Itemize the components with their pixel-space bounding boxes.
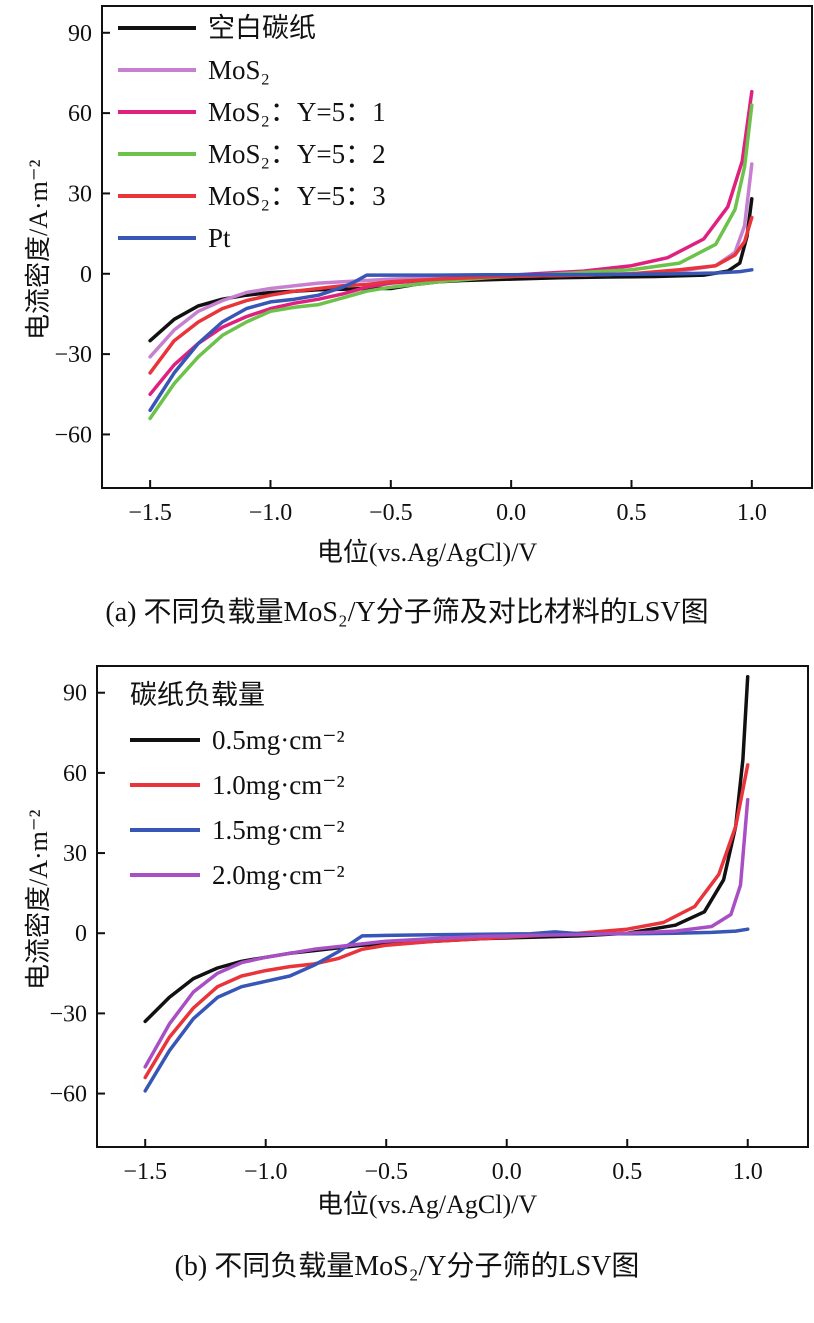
legend-label: MoS₂：Y=5：3 [208,181,386,211]
series-line-4 [143,797,750,1069]
legend-label: 2.0mg·cm⁻² [212,860,345,890]
legend-label: 0.5mg·cm⁻² [212,725,345,755]
x-tick-label: 0.5 [616,500,646,526]
lsv-chart-a: −1.5 −1.0 −0.5 0.0 0.5 1.0 90 60 30 0 −30 −60 空白碳纸 Mo… [54,5,813,526]
series-line-6 [148,268,754,413]
x-tick-label: −1.0 [249,500,293,526]
x-axis-label: 电位(vs.Ag/AgCl)/V [316,538,538,567]
legend-label: 空白碳纸 [208,13,316,43]
y-tick-label: 0 [80,262,92,288]
x-tick-label: −1.5 [128,500,172,526]
x-tick-label: −1.5 [123,1159,167,1185]
x-tick-label: −1.0 [244,1159,288,1185]
series-line-5 [148,215,754,375]
y-axis-label: 电流密度/A·m⁻² [24,809,53,990]
y-tick-label: 90 [63,681,87,707]
legend-label: 1.0mg·cm⁻² [212,770,345,800]
plot-frame [96,665,809,1148]
legend-label: 1.5mg·cm⁻² [212,815,345,845]
y-axis-label: 电流密度/A·m⁻² [24,159,53,340]
chart-panel-b: −1.5 −1.0 −0.5 0.0 0.5 1.0 90 60 30 0 −30 −60 碳纸负载量 0… [0,660,814,1323]
y-tick-label: −30 [54,342,92,368]
figure-caption: (a) 不同负载量MoS₂/Y分子筛及对比材料的LSV图 [105,597,709,628]
y-tick-label: 30 [68,181,92,207]
y-tick-label: 60 [68,101,92,127]
x-axis-label: 电位(vs.Ag/AgCl)/V [316,1190,538,1219]
plot-frame [101,5,813,489]
y-tick-label: −60 [49,1082,87,1108]
x-tick-label: −0.5 [369,500,413,526]
legend-title: 碳纸负载量 [130,680,265,710]
x-tick-label: 1.0 [737,500,767,526]
y-tick-label: −60 [54,422,92,448]
lsv-chart-b: −1.5 −1.0 −0.5 0.0 0.5 1.0 90 60 30 0 −30 −60 碳纸负载量 0… [49,665,809,1185]
y-tick-label: 90 [68,21,92,47]
y-tick-label: 30 [63,841,87,867]
series-line-4 [148,103,754,421]
x-tick-label: −0.5 [364,1159,408,1185]
legend-label: MoS₂：Y=5：2 [208,139,386,169]
y-tick-label: −30 [49,1001,87,1027]
chart-panel-a: −1.5 −1.0 −0.5 0.0 0.5 1.0 90 60 30 0 −30 −60 空白碳纸 Mo… [0,0,814,650]
series-line-2 [143,763,750,1080]
figure-caption: (b) 不同负载量MoS₂/Y分子筛的LSV图 [174,1251,640,1282]
y-tick-label: 60 [63,761,87,787]
series-line-3 [143,927,750,1093]
x-tick-label: 1.0 [733,1159,763,1185]
series-line-3 [148,89,754,397]
x-tick-label: 0.0 [496,500,526,526]
x-tick-label: 0.0 [492,1159,522,1185]
legend-label: MoS₂：Y=5：1 [208,97,386,127]
x-tick-label: 0.5 [612,1159,642,1185]
legend-label: MoS₂ [208,55,270,85]
legend-label: Pt [208,223,231,253]
y-tick-label: 0 [75,921,87,947]
